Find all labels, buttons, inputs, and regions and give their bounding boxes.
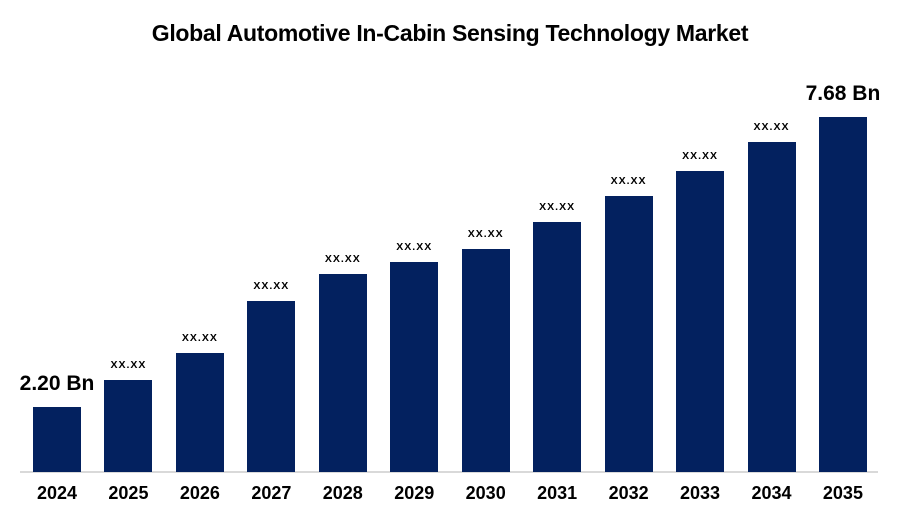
bar-value-label-2028: XX.XX: [324, 252, 361, 265]
x-axis-tick-label-2035: 2035: [822, 483, 863, 503]
bar-2035: [818, 117, 867, 472]
x-axis-baseline: [20, 471, 878, 473]
bar-value-label-2035: 7.68 Bn: [805, 82, 881, 105]
x-axis-tick-label-2025: 2025: [108, 483, 149, 503]
bar-value-label-2031: XX.XX: [539, 200, 576, 213]
bar-2024: [33, 407, 81, 472]
bar-2034: [747, 142, 796, 472]
x-axis-tick-label-2029: 2029: [394, 483, 435, 503]
x-axis-tick-label-2024: 2024: [36, 483, 78, 503]
bar-2028: [318, 274, 367, 472]
bar-2031: [533, 222, 582, 472]
bar-value-label-2033: XX.XX: [682, 149, 719, 162]
bar-value-label-2030: XX.XX: [467, 227, 504, 240]
bar-2029: [390, 262, 439, 472]
bar-value-label-2034: XX.XX: [753, 120, 790, 133]
x-axis-tick-label-2032: 2032: [608, 483, 649, 503]
x-axis-tick-label-2034: 2034: [751, 483, 792, 503]
chart-title: Global Automotive In-Cabin Sensing Techn…: [151, 20, 749, 46]
bar-value-label-2027: XX.XX: [253, 279, 290, 292]
bar-2026: [175, 353, 224, 472]
x-axis-tick-label-2033: 2033: [680, 483, 721, 503]
bar-2032: [604, 196, 653, 472]
bar-value-label-2032: XX.XX: [610, 174, 647, 187]
bar-value-label-2025: XX.XX: [110, 358, 147, 371]
x-axis-tick-label-2026: 2026: [179, 483, 220, 503]
bar-2033: [676, 171, 725, 472]
bar-2027: [247, 301, 296, 472]
x-axis-tick-label-2028: 2028: [322, 483, 363, 503]
x-axis-tick-label-2031: 2031: [537, 483, 578, 503]
bar-2030: [461, 249, 510, 472]
bar-2025: [104, 380, 153, 472]
bar-value-label-2026: XX.XX: [181, 331, 218, 344]
x-axis-tick-label-2030: 2030: [465, 483, 506, 503]
bar-value-label-2029: XX.XX: [396, 240, 433, 253]
bar-value-label-2024: 2.20 Bn: [19, 372, 95, 395]
x-axis-tick-label-2027: 2027: [251, 483, 292, 503]
